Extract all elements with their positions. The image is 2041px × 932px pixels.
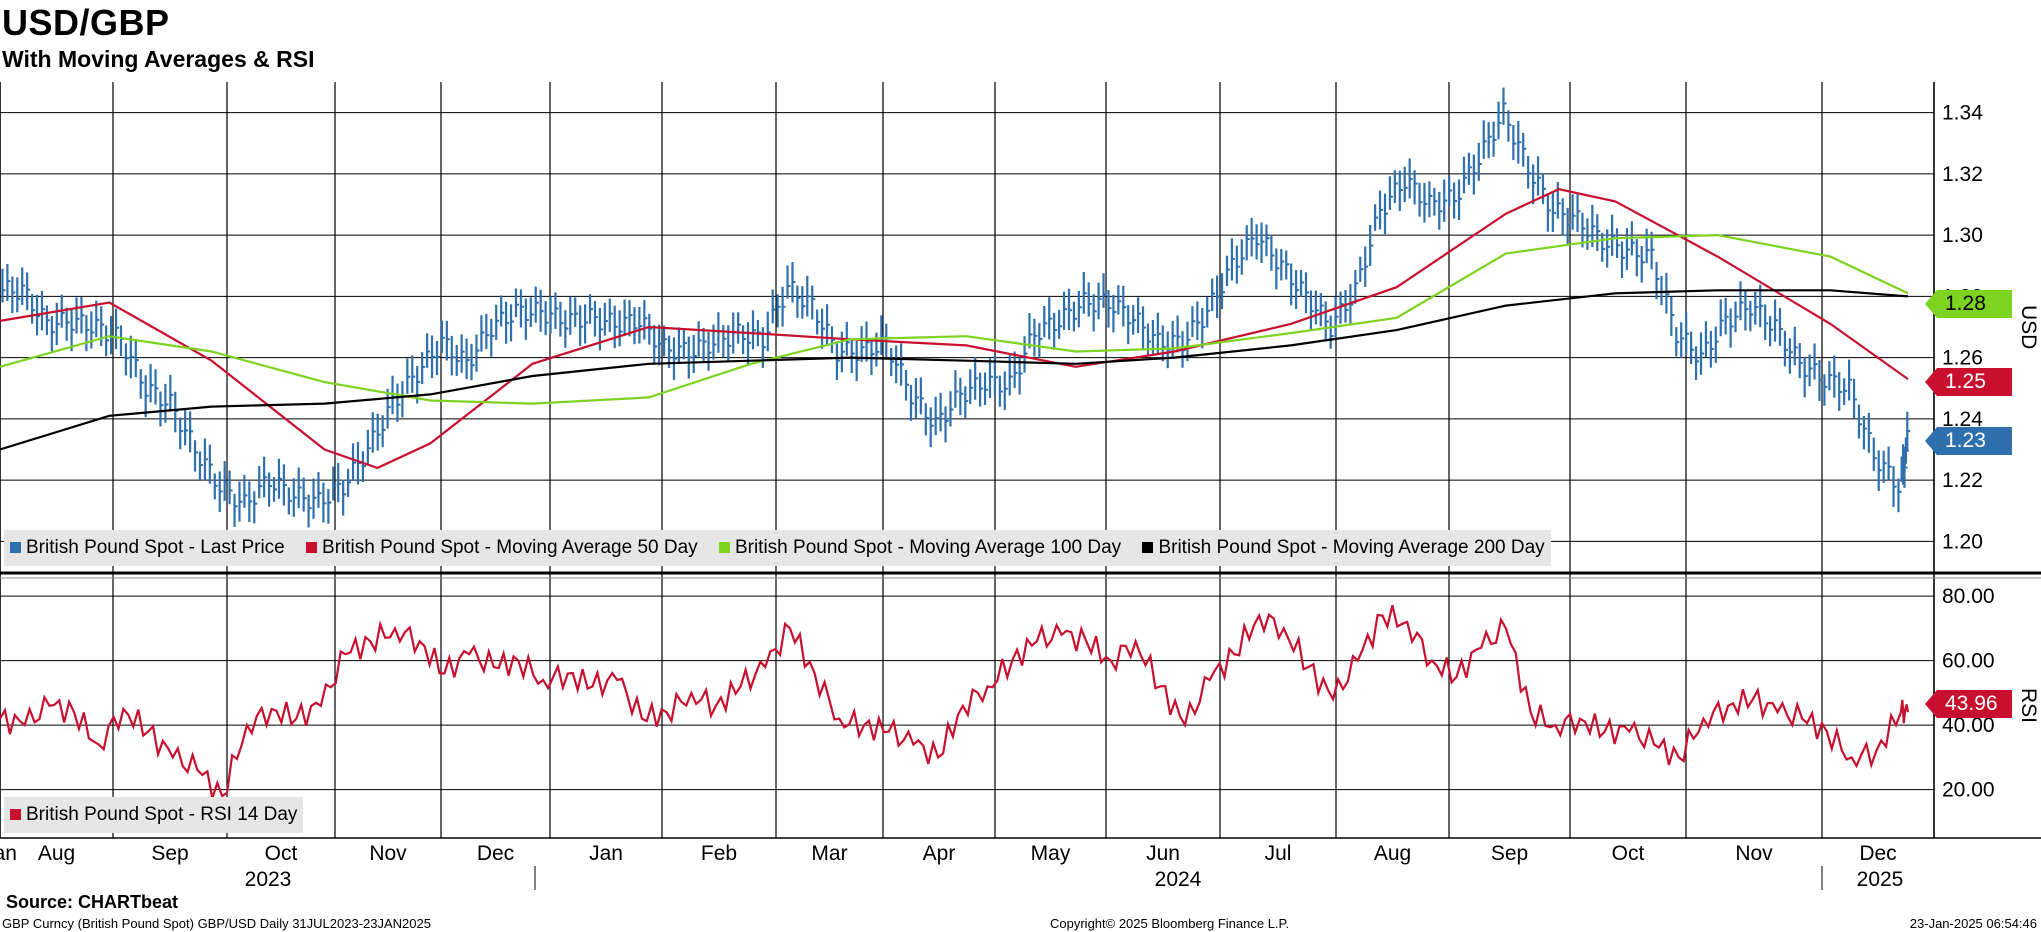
x-tick-label-month: Dec — [1859, 842, 1896, 865]
legend-item-rsi[interactable]: British Pound Spot - RSI 14 Day — [10, 797, 297, 833]
x-tick-label-month: Dec — [477, 842, 514, 865]
value-tag-ma50: 1.25 — [1925, 368, 2012, 396]
legend-label: British Pound Spot - Moving Average 200 … — [1158, 537, 1545, 558]
rsi-axis-title: RSI — [2017, 688, 2040, 724]
value-tag-ma100: 1.28 — [1925, 290, 2012, 318]
x-tick-label-month: Jan — [0, 842, 17, 865]
price-axis-title: USD — [2017, 305, 2040, 350]
ma200-line — [0, 289, 1909, 451]
rsi-tick-label: 40.00 — [1942, 714, 1995, 737]
legend-item-ma50[interactable]: British Pound Spot - Moving Average 50 D… — [306, 530, 698, 566]
y-tick-label: 1.32 — [1942, 163, 1983, 186]
x-tick-label-year: 2024 — [1155, 868, 1202, 891]
legend-swatch — [1142, 542, 1154, 553]
rsi-tick-label: 80.00 — [1942, 585, 1995, 608]
legend-label: British Pound Spot - RSI 14 Day — [26, 804, 298, 825]
footer-security-info: GBP Curncy (British Pound Spot) GBP/USD … — [2, 916, 431, 931]
legend-swatch — [10, 809, 21, 820]
x-tick-label-year: 2025 — [1857, 868, 1904, 891]
legend-swatch — [10, 542, 21, 553]
legend-label: British Pound Spot - Moving Average 100 … — [734, 537, 1122, 558]
x-tick-label-month: Jun — [1146, 842, 1180, 865]
legend-item-ma100[interactable]: British Pound Spot - Moving Average 100 … — [718, 530, 1122, 566]
legend-main: British Pound Spot - Last Price British … — [4, 530, 1551, 566]
legend-rsi: British Pound Spot - RSI 14 Day — [4, 797, 304, 833]
legend-swatch — [306, 542, 318, 553]
y-tick-label: 1.30 — [1942, 224, 1983, 247]
x-tick-label-month: Nov — [369, 842, 407, 865]
x-tick-label-month: Jul — [1265, 842, 1292, 865]
legend-label: British Pound Spot - Last Price — [26, 537, 285, 558]
legend-swatch — [718, 542, 730, 553]
y-tick-label: 1.20 — [1942, 530, 1983, 553]
x-tick-label-month: May — [1031, 842, 1071, 865]
value-tag-rsi: 43.96 — [1925, 690, 2012, 718]
legend-label: British Pound Spot - Moving Average 50 D… — [322, 537, 698, 558]
x-tick-label-month: Mar — [811, 842, 847, 865]
y-tick-label: 1.34 — [1942, 102, 1983, 125]
x-tick-label-month: Oct — [265, 842, 298, 865]
rsi-line — [0, 605, 1910, 799]
chart-subtitle: With Moving Averages & RSI — [2, 46, 315, 72]
x-tick-label-month: Jan — [589, 842, 623, 865]
value-tag-last-price: 1.23 — [1925, 427, 2012, 455]
ma50-line — [0, 188, 1909, 470]
rsi-tick-label: 60.00 — [1942, 650, 1995, 673]
y-tick-label: 1.22 — [1942, 469, 1983, 492]
x-tick-label-month: Apr — [923, 842, 956, 865]
chart-title: USD/GBP — [2, 2, 170, 43]
y-tick-label: 1.24 — [1942, 408, 1983, 431]
x-tick-label-month: Oct — [1612, 842, 1645, 865]
x-tick-label-month: Nov — [1735, 842, 1773, 865]
source-note: Source: CHARTbeat — [6, 892, 179, 912]
x-tick-label-month: Feb — [701, 842, 737, 865]
ma100-line — [0, 233, 1909, 405]
footer-copyright: Copyright© 2025 Bloomberg Finance L.P. — [1050, 916, 1290, 931]
y-tick-label: 1.26 — [1942, 347, 1983, 370]
x-tick-label-month: Aug — [1374, 842, 1411, 865]
x-tick-label-month: Sep — [1491, 842, 1528, 865]
legend-item-ma200[interactable]: British Pound Spot - Moving Average 200 … — [1142, 530, 1545, 566]
x-tick-label-month: Aug — [38, 842, 75, 865]
rsi-tick-label: 20.00 — [1942, 779, 1995, 802]
legend-item-last-price[interactable]: British Pound Spot - Last Price — [10, 530, 285, 566]
footer-timestamp: 23-Jan-2025 06:54:46 — [1909, 916, 2037, 931]
x-tick-label-month: Sep — [151, 842, 188, 865]
x-tick-label-year: 2023 — [245, 868, 292, 891]
